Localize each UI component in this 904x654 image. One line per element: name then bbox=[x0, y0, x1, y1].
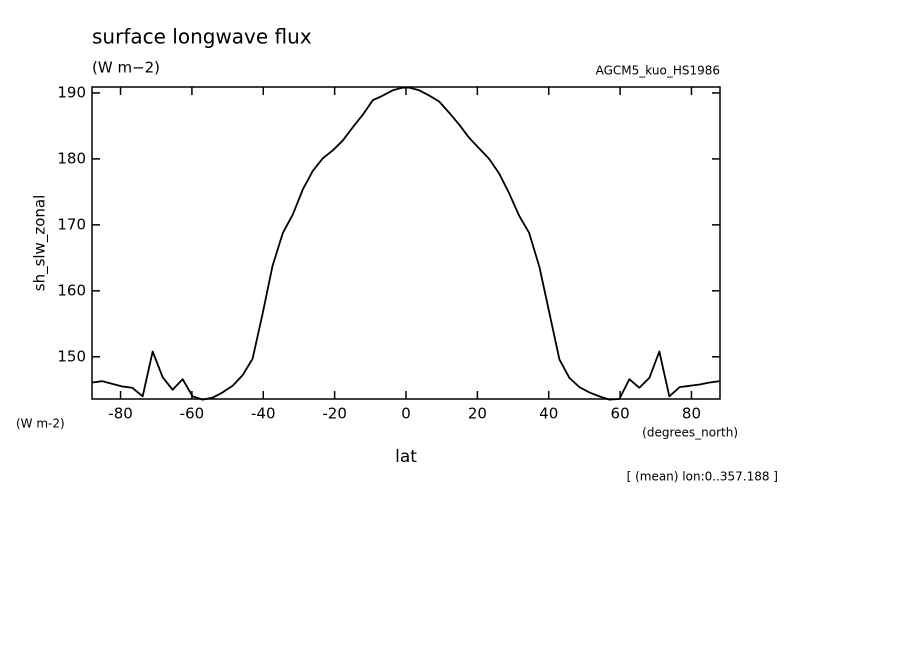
y-tick-label: 190 bbox=[57, 83, 86, 101]
chart-subtitle: (W m−2) bbox=[92, 59, 160, 77]
x-tick-label: 0 bbox=[401, 405, 411, 423]
data-line bbox=[92, 86, 720, 401]
source-label: AGCM5_kuo_HS1986 bbox=[596, 64, 720, 78]
y-axis-label: sh_slw_zonal bbox=[31, 195, 50, 292]
x-axis-label: lat bbox=[395, 447, 417, 467]
x-tick-label: 20 bbox=[468, 405, 487, 423]
y-units: (W m-2) bbox=[16, 417, 65, 431]
plot-frame bbox=[91, 86, 721, 400]
x-tick-label: 80 bbox=[682, 405, 701, 423]
y-tick-label: 170 bbox=[57, 215, 86, 233]
x-units: (degrees_north) bbox=[642, 426, 738, 440]
x-tick-label: -80 bbox=[108, 405, 133, 423]
x-tick-label: 60 bbox=[611, 405, 630, 423]
annotation: [ (mean) lon:0..357.188 ] bbox=[627, 470, 778, 484]
x-tick-label: -40 bbox=[251, 405, 276, 423]
y-tick-label: 160 bbox=[57, 281, 86, 299]
chart-title: surface longwave flux bbox=[92, 25, 312, 49]
x-tick-label: -20 bbox=[322, 405, 347, 423]
x-tick-label: -60 bbox=[180, 405, 205, 423]
x-tick-label: 40 bbox=[539, 405, 558, 423]
y-tick-label: 150 bbox=[57, 347, 86, 365]
y-tick-label: 180 bbox=[57, 149, 86, 167]
